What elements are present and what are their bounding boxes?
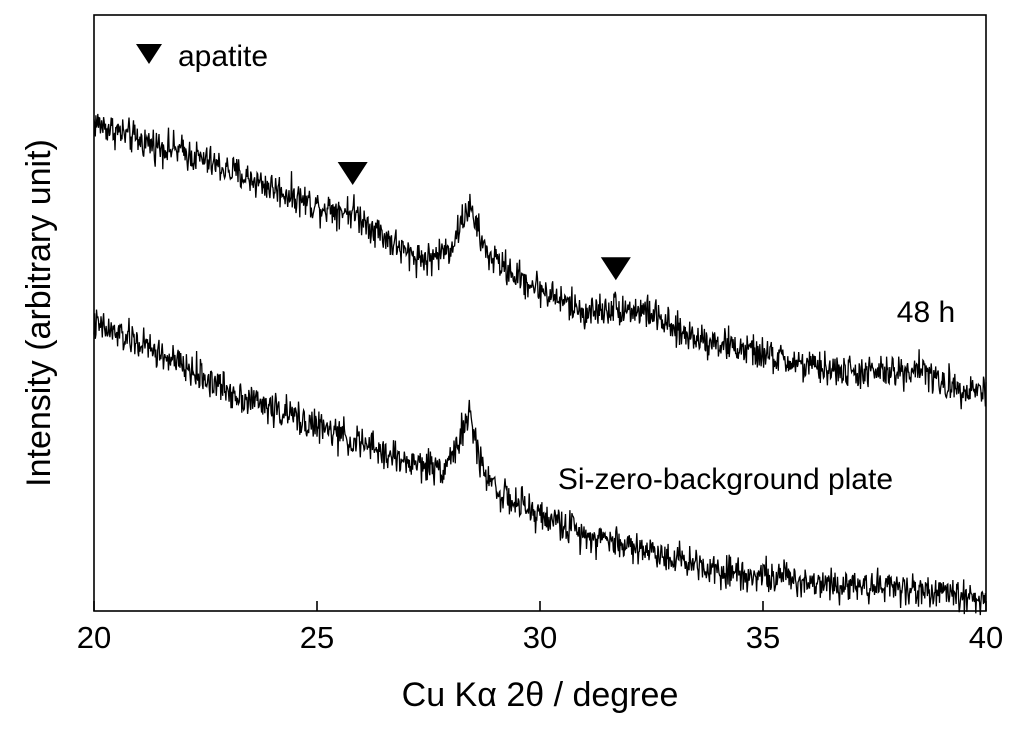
x-tick-label-20: 20 <box>77 620 111 655</box>
x-axis-title: Cu Kα 2θ / degree <box>402 676 679 714</box>
legend-apatite-marker-icon <box>136 44 162 64</box>
legend-apatite-label: apatite <box>178 40 268 73</box>
apatite-marker-1 <box>600 257 631 281</box>
series-label-si-plate: Si-zero-background plate <box>558 463 893 496</box>
series-line-0 <box>93 113 987 410</box>
x-tick-label-30: 30 <box>523 620 557 655</box>
x-tick-label-40: 40 <box>969 620 1003 655</box>
plot-frame <box>93 14 987 612</box>
apatite-markers <box>337 161 631 281</box>
apatite-marker-0 <box>337 161 368 185</box>
series-group <box>93 113 987 616</box>
series-line-1 <box>93 309 987 616</box>
y-axis-title: Intensity (arbitrary unit) <box>20 139 58 487</box>
x-tick-label-25: 25 <box>300 620 334 655</box>
x-ticks: 20 25 30 35 40 <box>77 601 1003 655</box>
x-tick-label-35: 35 <box>746 620 780 655</box>
series-label-48h: 48 h <box>897 296 955 329</box>
legend: apatite <box>136 40 268 73</box>
